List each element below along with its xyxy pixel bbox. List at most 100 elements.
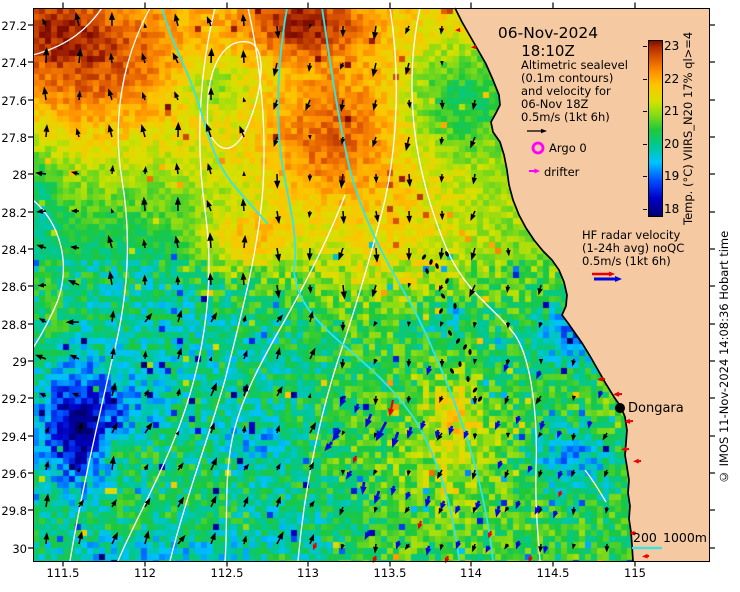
current-arrow bbox=[309, 354, 313, 360]
current-arrow-head bbox=[439, 27, 445, 35]
hf-line-1: HF radar velocity bbox=[582, 228, 681, 242]
y-tick-label: 28 bbox=[12, 167, 27, 182]
current-arrow-head bbox=[275, 424, 280, 432]
current-arrow-head bbox=[141, 91, 147, 99]
current-arrow bbox=[78, 504, 82, 508]
current-arrow bbox=[276, 319, 280, 323]
hf-line-2: (1-24h avg) noQC bbox=[582, 241, 685, 255]
current-arrow-head bbox=[604, 470, 609, 478]
current-arrow-head bbox=[175, 430, 180, 436]
current-arrow-head bbox=[308, 533, 315, 542]
legend-line-1: Altimetric sealevel bbox=[521, 58, 628, 72]
current-arrow-head bbox=[275, 462, 281, 470]
current-arrow-head bbox=[241, 234, 248, 243]
current-arrow-head bbox=[340, 324, 346, 332]
current-arrow-head bbox=[35, 354, 43, 360]
hf-radar-arrow-blue-head bbox=[406, 430, 414, 439]
current-arrow bbox=[407, 543, 410, 546]
current-arrow-head bbox=[371, 68, 378, 78]
current-arrow-head bbox=[242, 97, 247, 103]
hf-radar-arrow-blue-head bbox=[463, 431, 470, 440]
reef-mark-13 bbox=[449, 368, 455, 374]
current-arrow-head bbox=[340, 138, 346, 145]
current-arrow-head bbox=[176, 347, 183, 356]
current-arrow bbox=[144, 503, 148, 508]
hf-radar-arrow-blue-head bbox=[434, 431, 441, 439]
current-arrow-head bbox=[404, 543, 411, 551]
colorbar-tick-label: 23 bbox=[664, 39, 680, 54]
current-arrow bbox=[406, 62, 410, 69]
copyright-text: © IMOS 11-Nov-2024 14:08:36 Hobart time bbox=[717, 230, 731, 485]
current-arrow-head bbox=[36, 208, 44, 214]
hf-radar-arrow-red bbox=[354, 455, 357, 459]
current-arrow bbox=[210, 502, 214, 508]
current-arrow-head bbox=[36, 244, 44, 250]
colorbar-tick bbox=[643, 111, 647, 113]
current-arrow-head bbox=[144, 497, 151, 506]
current-arrow bbox=[276, 430, 279, 434]
current-arrow-head bbox=[604, 507, 610, 514]
current-arrow-head bbox=[274, 290, 281, 299]
hf-radar-arrow-blue-head bbox=[375, 430, 385, 442]
current-arrow-head bbox=[174, 121, 182, 131]
hf-radar-arrow-blue bbox=[367, 413, 373, 421]
reef-mark-3 bbox=[425, 268, 429, 274]
hf-radar-arrow-blue bbox=[348, 470, 353, 474]
current-arrow bbox=[111, 538, 116, 545]
y-tick-label: 28.2 bbox=[1, 205, 27, 220]
current-arrow-head bbox=[339, 63, 345, 70]
current-arrow-head bbox=[240, 49, 247, 58]
current-arrow-head bbox=[505, 322, 511, 329]
current-arrow-head bbox=[275, 347, 281, 356]
colorbar-tick bbox=[643, 176, 647, 178]
current-arrow-head bbox=[471, 102, 477, 111]
current-arrow-head bbox=[210, 382, 217, 392]
hf-radar-arrow-red bbox=[559, 490, 562, 493]
y-tick-label: 28.8 bbox=[1, 317, 27, 332]
current-arrow-head bbox=[406, 253, 412, 261]
current-arrow-head bbox=[207, 232, 214, 241]
hf-radar-arrow-blue-head bbox=[448, 427, 455, 436]
hf-radar-arrow-blue bbox=[335, 429, 342, 436]
current-arrow bbox=[407, 506, 410, 509]
x-tick-label: 114 bbox=[460, 566, 482, 580]
legend-line-2: (0.1m contours) bbox=[521, 71, 614, 85]
current-arrow bbox=[276, 247, 279, 255]
current-arrow bbox=[208, 206, 212, 212]
hf-radar-arrow-blue bbox=[379, 421, 388, 433]
current-arrow-head bbox=[340, 544, 345, 551]
current-arrow-head bbox=[39, 393, 46, 398]
reef-mark-0 bbox=[421, 254, 427, 260]
hf-radar-arrow-blue bbox=[362, 481, 366, 487]
current-arrow-head bbox=[406, 397, 412, 404]
current-arrow-head bbox=[472, 398, 478, 405]
legend-velocity-arrow-head bbox=[541, 128, 547, 134]
hf-radar-arrow-blue-head bbox=[365, 418, 372, 428]
hf-radar-arrow-blue bbox=[328, 441, 333, 446]
hf-radar-arrow-blue bbox=[408, 426, 413, 432]
current-arrow bbox=[572, 469, 575, 472]
current-arrow bbox=[440, 247, 443, 253]
current-arrow bbox=[473, 173, 476, 178]
scale-label-1000m: 1000m bbox=[663, 530, 707, 545]
city-marker-dongara bbox=[615, 403, 625, 413]
current-arrow-head bbox=[537, 287, 543, 296]
current-arrow bbox=[472, 247, 476, 254]
hf-radar-arrow-red bbox=[374, 555, 377, 559]
current-arrow bbox=[44, 23, 47, 27]
current-arrow-head bbox=[470, 140, 476, 149]
temperature-colorbar bbox=[648, 40, 663, 217]
current-arrow bbox=[144, 468, 147, 471]
hf-legend-arrow-blue-head bbox=[615, 276, 622, 282]
current-arrow bbox=[42, 246, 47, 249]
current-arrow-head bbox=[373, 358, 378, 365]
drifter-symbol-head bbox=[534, 168, 540, 174]
current-arrow bbox=[340, 247, 344, 254]
y-tick-label: 27.4 bbox=[1, 55, 27, 70]
current-arrow bbox=[473, 99, 476, 104]
hf-radar-arrow-blue bbox=[499, 460, 503, 464]
coastline bbox=[454, 7, 634, 562]
current-arrow bbox=[506, 395, 509, 399]
current-arrow bbox=[111, 354, 114, 360]
current-arrow bbox=[77, 134, 80, 138]
